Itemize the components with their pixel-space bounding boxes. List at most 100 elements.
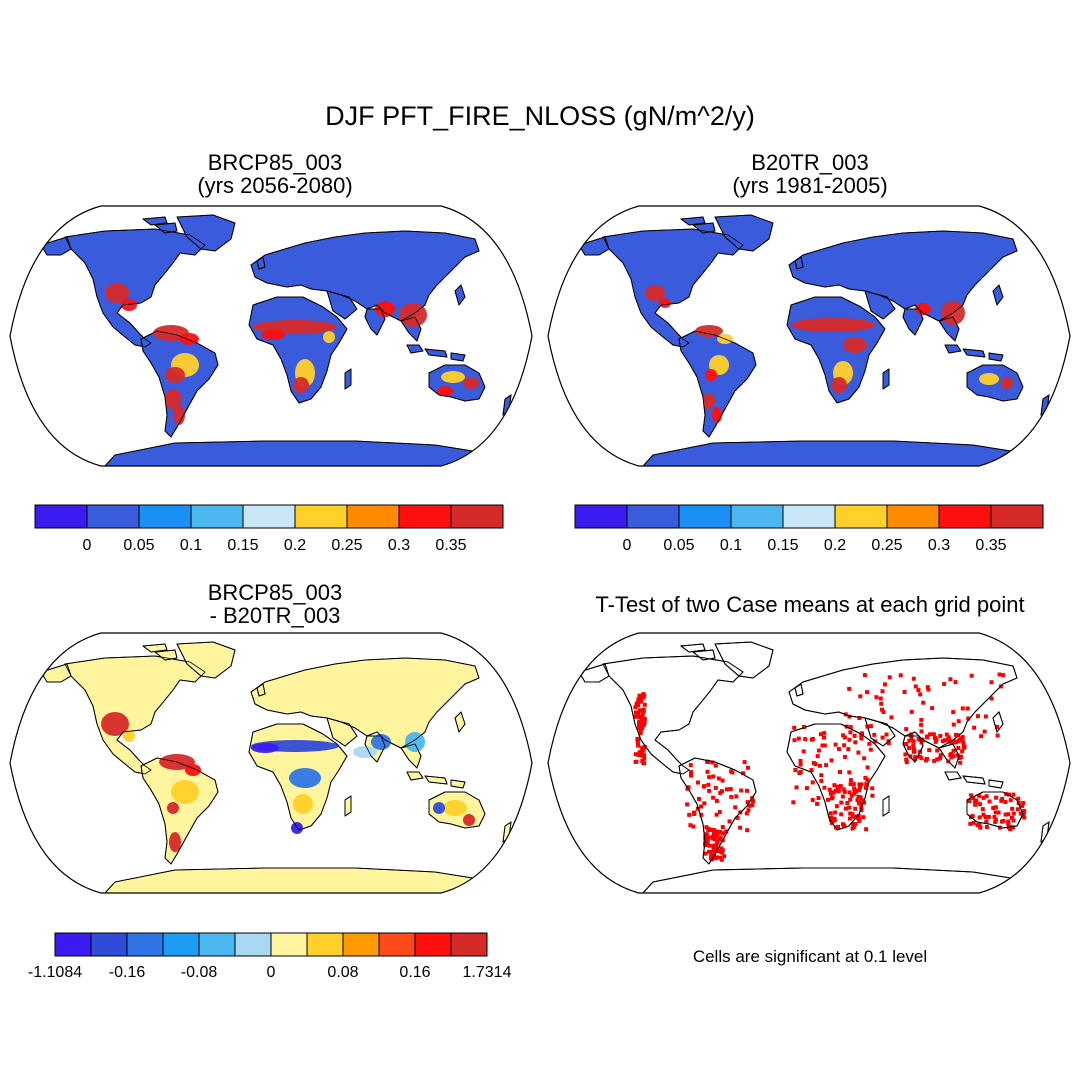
- significant-cell: [1001, 673, 1006, 678]
- coastline-africa: [248, 723, 348, 831]
- significant-cell: [746, 765, 750, 770]
- significant-cell: [987, 799, 992, 804]
- significant-cell: [717, 837, 722, 842]
- significant-cell: [716, 776, 721, 781]
- significant-cell: [689, 770, 693, 775]
- field-cell: [843, 337, 867, 353]
- significant-cell: [884, 732, 889, 737]
- significant-cell: [718, 855, 723, 860]
- significant-cell: [909, 736, 914, 741]
- significant-cell: [847, 737, 852, 742]
- significant-cell: [704, 835, 709, 840]
- field-cell: [831, 377, 847, 393]
- significant-cell: [969, 673, 974, 678]
- significant-cell: [708, 835, 712, 840]
- colorbar-box: [414, 932, 452, 957]
- significant-cell: [845, 801, 850, 805]
- colorbar-box: [34, 504, 88, 529]
- map-frame: [547, 205, 1071, 467]
- significant-cell: [696, 780, 700, 785]
- significant-cell: [841, 787, 846, 792]
- significant-cell: [727, 819, 732, 824]
- significant-cell: [848, 778, 853, 783]
- significant-cell: [857, 716, 862, 720]
- significant-cell: [824, 763, 829, 768]
- significant-cell: [716, 849, 721, 854]
- significant-cell: [635, 740, 640, 745]
- significant-cell: [744, 811, 749, 816]
- coastline-southAmerica: [678, 330, 757, 438]
- coastline-northAmerica: [64, 228, 206, 348]
- field-cell: [101, 712, 129, 736]
- significant-cell: [951, 710, 956, 715]
- significant-cell: [935, 748, 940, 753]
- colorbar-tick-label: 0.25: [331, 537, 362, 554]
- significant-cell: [815, 801, 820, 806]
- significant-cell: [1010, 806, 1015, 811]
- coastline-uk: [794, 683, 804, 697]
- significant-cell: [916, 737, 921, 741]
- field-cell: [293, 377, 309, 393]
- significant-cell: [878, 696, 883, 701]
- coastline-australia: [966, 364, 1024, 402]
- colorbar-box: [162, 932, 200, 957]
- colorbar-box: [126, 932, 164, 957]
- significant-cell: [713, 856, 718, 861]
- significant-cell: [642, 716, 647, 721]
- significant-cell: [850, 814, 855, 819]
- significant-cell: [642, 761, 647, 766]
- significant-cell: [714, 832, 719, 837]
- significant-cell: [719, 857, 724, 862]
- field-cell: [1001, 377, 1013, 389]
- significant-cell: [848, 811, 853, 816]
- significant-cell: [833, 810, 838, 815]
- significant-cell: [633, 752, 638, 757]
- significant-cell: [711, 795, 716, 800]
- coastline-arctic: [679, 216, 716, 234]
- significant-cell: [699, 812, 704, 817]
- significant-cell: [865, 777, 870, 782]
- significant-cell: [995, 733, 1000, 738]
- field-cell: [645, 285, 665, 301]
- colorbar-box: [294, 504, 348, 529]
- field-cell: [171, 780, 199, 804]
- significant-cell: [1000, 796, 1005, 801]
- colorbar-tick-label: -0.08: [181, 964, 218, 981]
- significant-cell: [826, 797, 830, 802]
- field-cell: [915, 303, 931, 315]
- significant-cell: [797, 771, 802, 775]
- significant-cell: [992, 815, 997, 819]
- significant-cell: [850, 812, 855, 817]
- significant-cell: [849, 793, 854, 798]
- significant-cell: [880, 735, 885, 740]
- significant-cell: [739, 788, 744, 793]
- significant-cell: [977, 793, 982, 798]
- significant-cell: [827, 787, 832, 792]
- significant-cell: [911, 743, 916, 748]
- coastline-japan: [454, 284, 466, 306]
- coastline-africa: [786, 296, 886, 404]
- significant-cell: [688, 763, 693, 768]
- significant-cell: [822, 731, 827, 736]
- significant-cell: [714, 834, 719, 839]
- field-cell: [169, 832, 181, 852]
- significant-cell: [715, 840, 720, 845]
- coastline-japan: [454, 711, 466, 733]
- colorbar-tick-label: 0.15: [767, 537, 798, 554]
- significant-cell: [796, 736, 801, 741]
- panel-title-bottom-left: BRCP85_003 - B20TR_003: [75, 581, 475, 627]
- coastline-europeAsia: [250, 230, 480, 322]
- significant-cell: [1006, 812, 1011, 817]
- field-cell: [791, 318, 875, 332]
- significant-cell: [721, 831, 726, 836]
- colorbar-box: [198, 932, 236, 957]
- significant-cell: [938, 734, 943, 738]
- significant-cell: [1007, 792, 1011, 797]
- significant-cell: [873, 739, 878, 744]
- significant-cell: [1008, 798, 1013, 803]
- significant-cell: [919, 717, 924, 722]
- significant-cell: [634, 710, 638, 715]
- significant-cell: [855, 815, 860, 820]
- significant-cell: [819, 773, 824, 778]
- field-cell: [979, 373, 999, 385]
